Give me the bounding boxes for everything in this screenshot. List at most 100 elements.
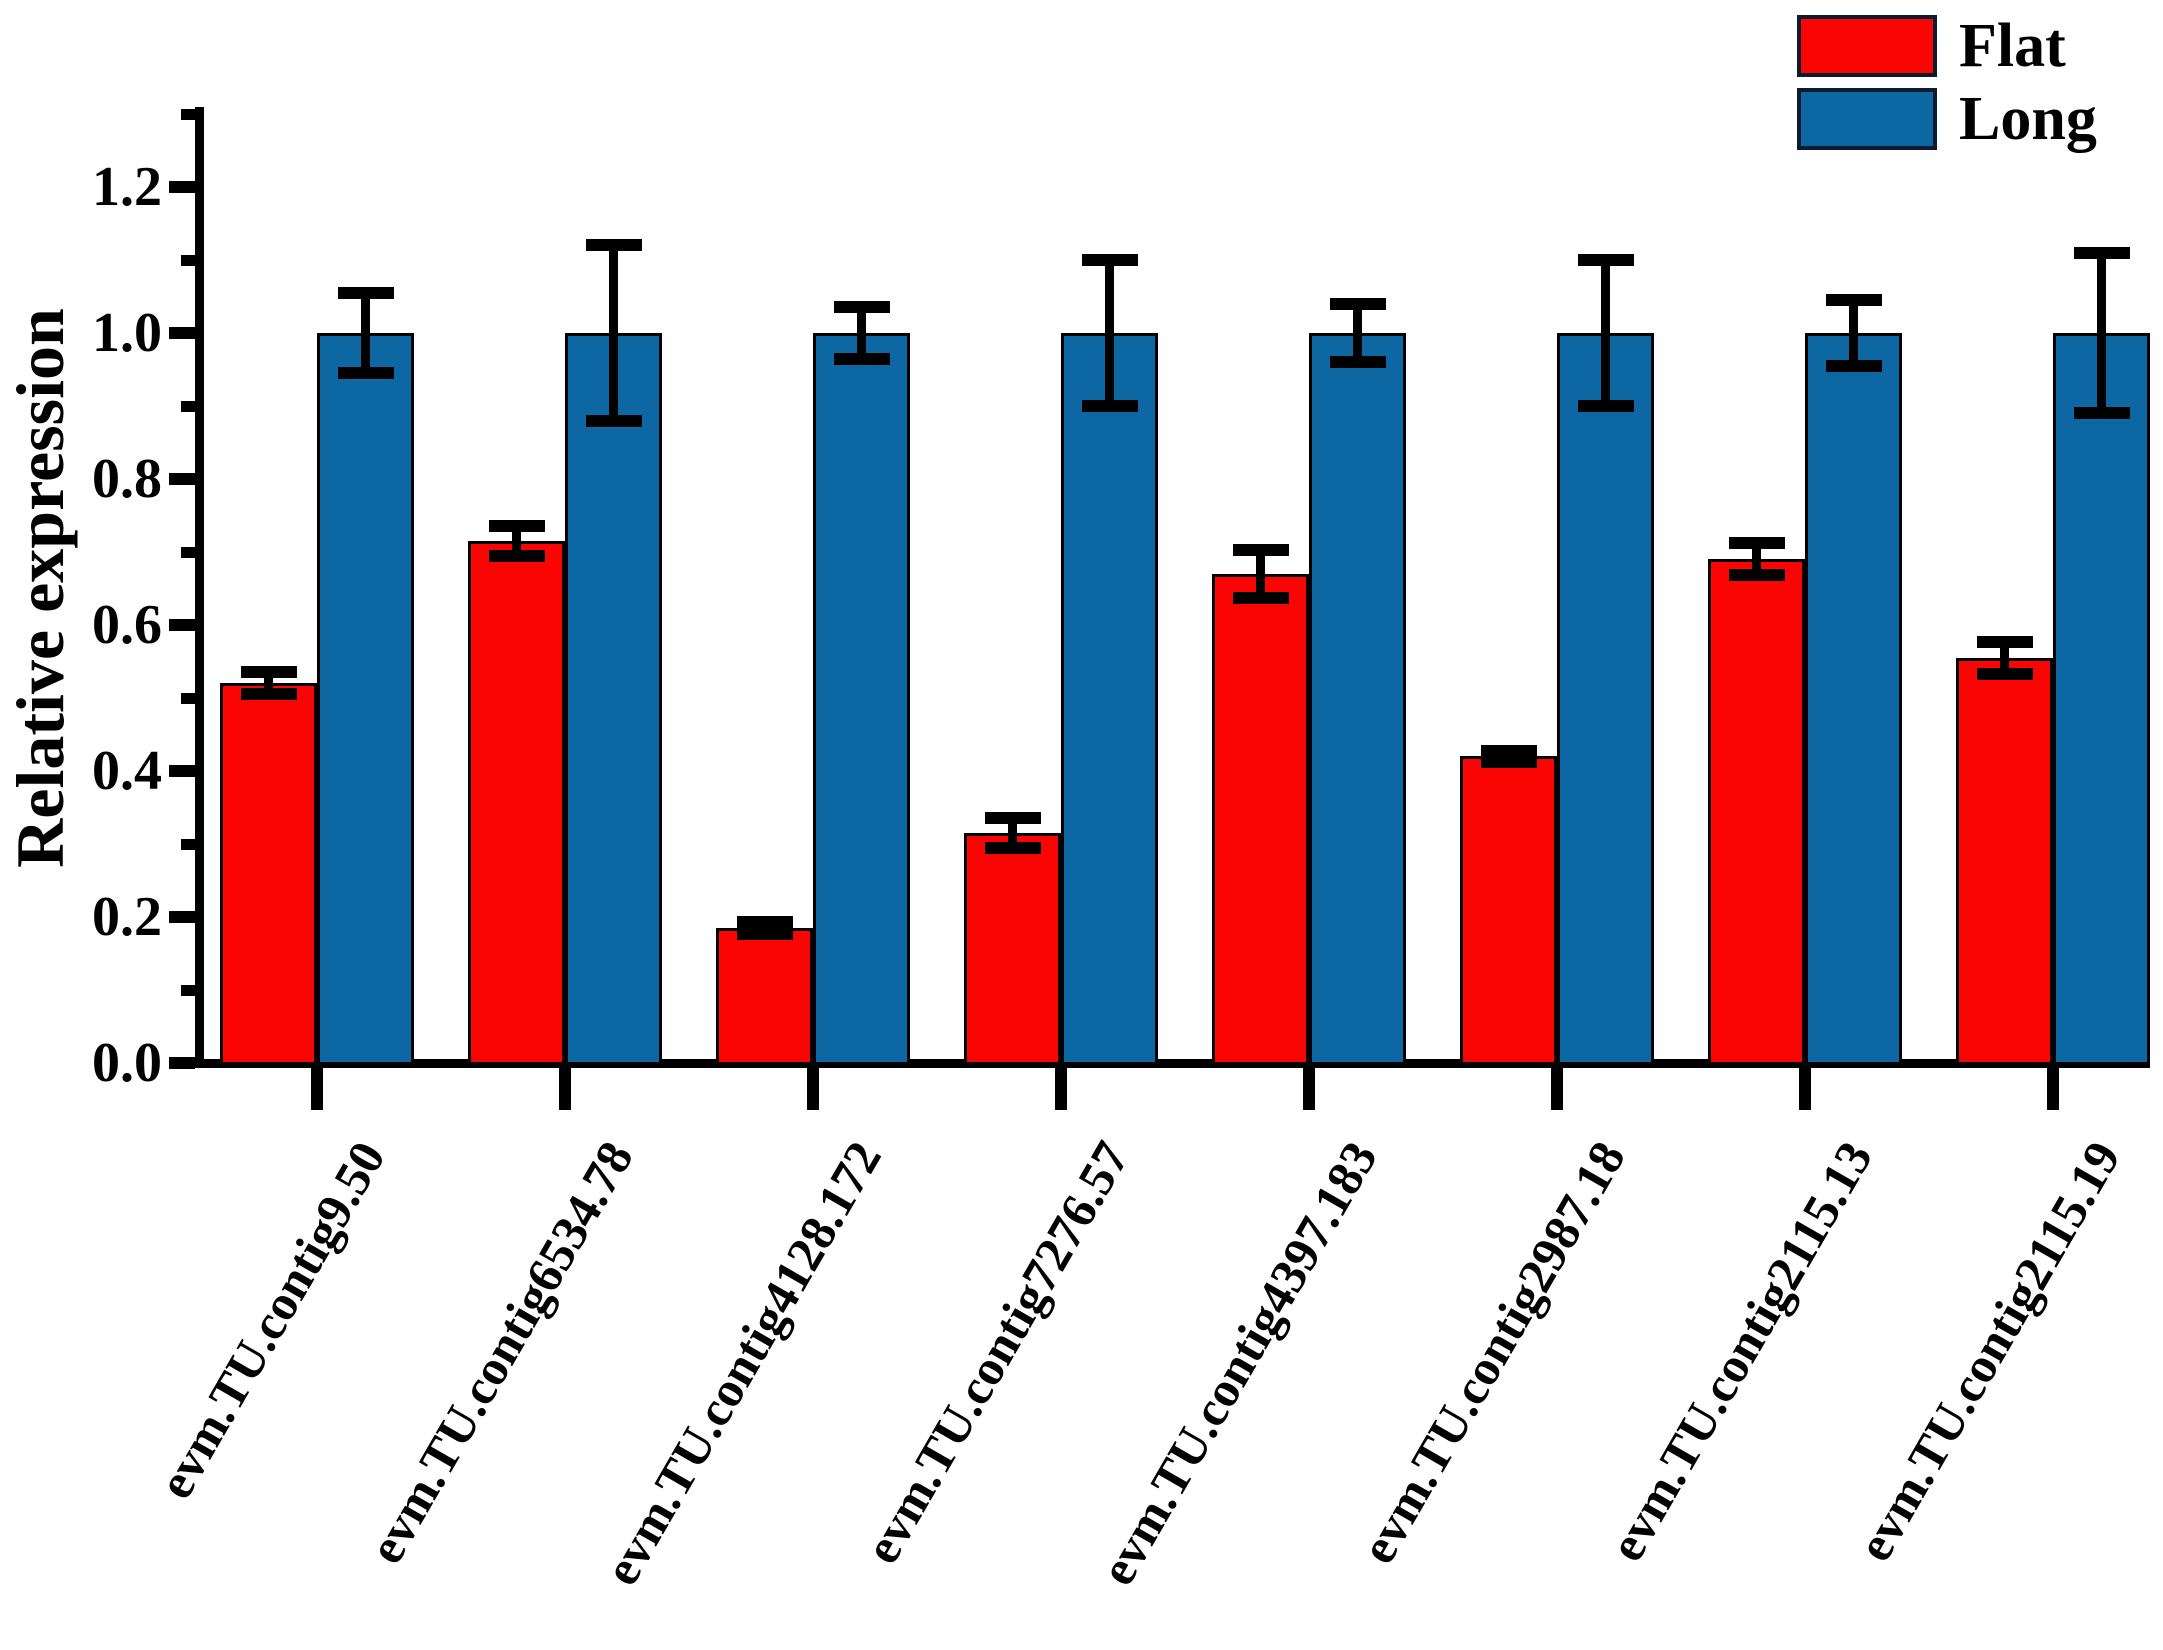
y-major-tick [168, 473, 195, 485]
error-bar-line [361, 292, 370, 374]
legend-item-flat: Flat [1797, 14, 2097, 78]
error-bar-line [609, 245, 618, 421]
y-axis-spine [194, 107, 204, 1068]
x-tick-label: evm.TU.contig2987.18 [1348, 1132, 1636, 1573]
y-major-tick [168, 181, 195, 193]
error-bar-line [1601, 260, 1610, 406]
error-bar-cap-bottom [1577, 400, 1634, 412]
y-minor-tick [180, 985, 195, 996]
error-bar-cap-bottom [1232, 591, 1289, 604]
y-minor-tick [180, 401, 195, 412]
error-bar-cap-top [1976, 635, 2033, 648]
error-bar-cap-top [1081, 254, 1138, 266]
x-tick [1551, 1067, 1563, 1110]
error-bar-line [264, 672, 273, 695]
bar-long [1061, 333, 1158, 1065]
error-bar-line [1353, 303, 1362, 363]
bar-flat [1212, 573, 1309, 1065]
error-bar-cap-top [1825, 294, 1882, 307]
bar-long [317, 333, 414, 1065]
error-bar-cap-bottom [488, 549, 545, 562]
error-bar-cap-bottom [1976, 667, 2033, 680]
x-tick [1055, 1067, 1067, 1110]
y-tick-label: 0.2 [92, 886, 162, 948]
error-bar-cap-top [585, 239, 642, 252]
legend-label: Flat [1959, 12, 2066, 80]
error-bar-cap-top [488, 520, 545, 533]
legend-swatch-long [1797, 88, 1937, 150]
legend-label: Long [1959, 85, 2097, 153]
bar-long [1557, 333, 1654, 1065]
y-minor-tick [180, 547, 195, 558]
error-bar-cap-top [736, 916, 793, 929]
x-tick-label: evm.TU.contig4397.183 [1088, 1132, 1388, 1595]
x-tick [1799, 1067, 1811, 1110]
bar-flat [1708, 559, 1805, 1065]
bar-flat [1956, 657, 2053, 1065]
error-bar-line [1008, 818, 1017, 848]
error-bar-cap-bottom [240, 688, 297, 701]
bar-long [1805, 333, 1902, 1065]
error-bar-cap-bottom [1728, 569, 1785, 582]
error-bar-cap-bottom [337, 367, 394, 380]
error-bar-line [512, 526, 521, 556]
error-bar-cap-top [1577, 254, 1634, 266]
y-tick-label: 0.8 [92, 448, 162, 510]
x-axis-spine [194, 1058, 2150, 1068]
legend-swatch-flat [1797, 15, 1937, 77]
error-bar-cap-top [984, 812, 1041, 825]
y-tick-label: 0.0 [92, 1032, 162, 1094]
error-bar-cap-bottom [984, 841, 1041, 854]
x-tick [807, 1067, 819, 1110]
y-tick-label: 1.2 [92, 156, 162, 218]
error-bar-cap-top [240, 666, 297, 679]
error-bar-cap-bottom [736, 927, 793, 940]
error-bar-line [1849, 300, 1858, 366]
x-tick-label: evm.TU.contig2115.19 [1846, 1132, 2132, 1571]
bar-flat [220, 683, 317, 1065]
error-bar-cap-top [1329, 297, 1386, 310]
bar-long [813, 333, 910, 1065]
y-major-tick [168, 1057, 195, 1069]
error-bar-cap-top [1728, 537, 1785, 550]
error-bar-line [1105, 260, 1114, 406]
x-tick-label: evm.TU.contig2115.13 [1598, 1132, 1884, 1571]
error-bar-cap-bottom [1480, 756, 1537, 769]
bar-long [1309, 333, 1406, 1065]
y-tick-label: 0.6 [92, 594, 162, 656]
y-major-tick [168, 619, 195, 631]
error-bar-cap-bottom [833, 352, 890, 365]
error-bar-cap-top [2073, 246, 2130, 259]
error-bar-cap-top [337, 286, 394, 299]
y-tick-label: 1.0 [92, 302, 162, 364]
x-tick [2047, 1067, 2059, 1110]
bar-long [565, 333, 662, 1065]
error-bar-cap-bottom [585, 414, 642, 427]
y-minor-tick [180, 109, 195, 120]
x-tick-label: evm.TU.contig4128.172 [592, 1132, 892, 1595]
x-tick [559, 1067, 571, 1110]
error-bar-line [2097, 252, 2106, 414]
error-bar-cap-top [1480, 744, 1537, 757]
x-tick [1303, 1067, 1315, 1110]
error-bar-cap-top [833, 301, 890, 314]
error-bar-line [2000, 641, 2009, 674]
bar-flat [468, 541, 565, 1065]
y-major-tick [168, 765, 195, 777]
bar-flat [716, 927, 813, 1065]
error-bar-line [1752, 543, 1761, 576]
y-minor-tick [180, 693, 195, 704]
y-major-tick [168, 327, 195, 339]
error-bar-cap-bottom [1329, 356, 1386, 369]
y-major-tick [168, 911, 195, 923]
bar-flat [964, 833, 1061, 1065]
x-tick-label: evm.TU.contig6534.78 [356, 1132, 644, 1573]
error-bar-cap-bottom [1081, 400, 1138, 412]
x-tick [311, 1067, 323, 1110]
error-bar-line [1256, 549, 1265, 598]
bar-long [2053, 333, 2150, 1065]
legend: Flat Long [1797, 14, 2097, 151]
x-tick-label: evm.TU.contig7276.57 [852, 1132, 1140, 1573]
x-tick-label: evm.TU.contig9.50 [146, 1132, 396, 1508]
